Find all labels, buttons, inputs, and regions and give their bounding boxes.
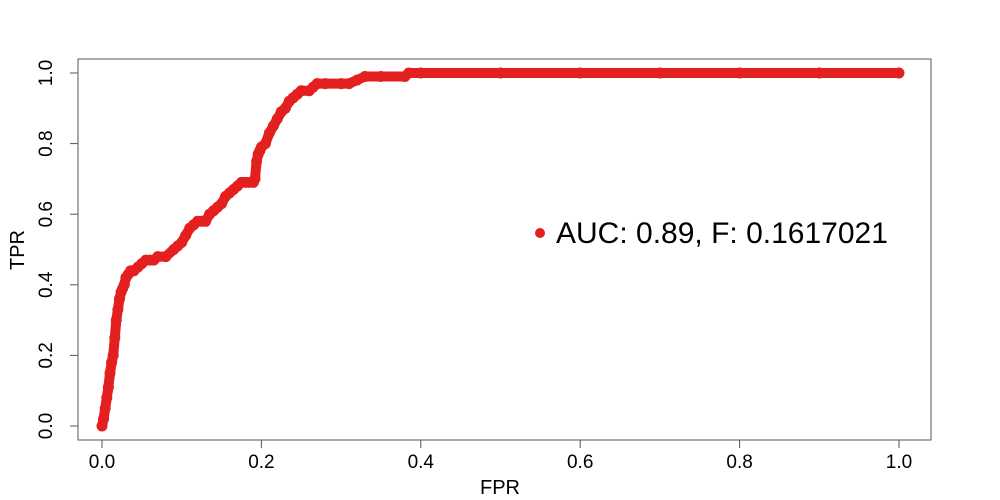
roc-point <box>109 332 121 344</box>
x-tick-label: 0.2 <box>248 452 274 473</box>
roc-point <box>110 314 122 326</box>
roc-point <box>152 251 164 263</box>
y-tick-label: 0.2 <box>36 342 57 368</box>
x-axis: 0.0 0.2 0.4 0.6 0.8 1.0 <box>89 439 912 473</box>
roc-point <box>295 85 307 97</box>
x-axis-label: FPR <box>480 477 520 499</box>
y-tick-label: 0.0 <box>36 413 57 439</box>
roc-point <box>574 67 586 79</box>
roc-point <box>259 138 271 150</box>
roc-point <box>107 349 119 361</box>
x-tick-label: 0.0 <box>89 452 115 473</box>
y-tick-label: 1.0 <box>36 60 57 86</box>
x-tick-label: 0.6 <box>567 452 593 473</box>
x-tick-label: 0.4 <box>408 452 435 473</box>
y-tick-label: 0.4 <box>36 271 57 298</box>
x-tick-label: 1.0 <box>886 452 912 473</box>
roc-point <box>160 251 172 263</box>
legend: AUC: 0.89, F: 0.1617021 <box>535 217 888 250</box>
roc-point <box>104 367 116 379</box>
y-axis: 0.0 0.2 0.4 0.6 0.8 1.0 <box>36 60 79 439</box>
roc-point <box>319 78 331 90</box>
roc-point <box>734 67 746 79</box>
legend-label: AUC: 0.89, F: 0.1617021 <box>556 217 888 250</box>
roc-point <box>249 173 261 185</box>
roc-point <box>654 67 666 79</box>
roc-point <box>112 304 124 315</box>
series-layer <box>96 67 905 432</box>
roc-point <box>813 67 825 79</box>
legend-marker <box>535 228 545 238</box>
roc-point <box>102 381 114 393</box>
roc-point <box>403 67 415 79</box>
y-axis-label: TPR <box>7 230 29 270</box>
roc-point <box>415 67 427 79</box>
roc-point <box>98 413 110 425</box>
roc-point <box>335 78 347 90</box>
y-tick-label: 0.6 <box>36 201 57 227</box>
roc-point <box>101 392 113 404</box>
y-tick-label: 0.8 <box>36 130 57 156</box>
x-tick-label: 0.8 <box>726 452 752 473</box>
roc-point <box>311 78 323 90</box>
roc-point <box>893 67 905 79</box>
roc-point <box>375 71 387 82</box>
roc-point <box>495 67 506 79</box>
roc-point <box>99 402 111 414</box>
roc-point <box>359 71 371 82</box>
